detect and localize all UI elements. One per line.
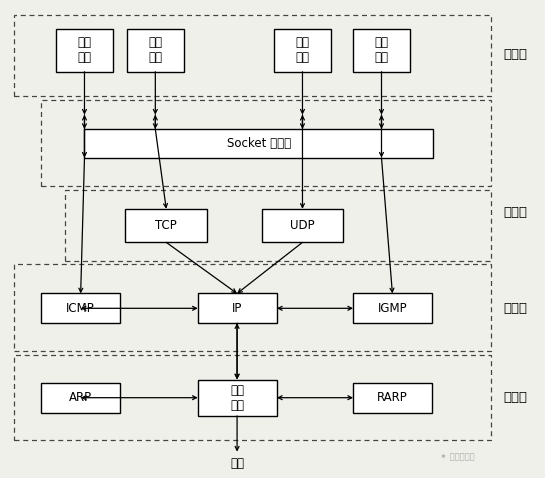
Bar <box>65 190 490 261</box>
Bar <box>14 264 490 351</box>
Text: ARP: ARP <box>69 391 92 404</box>
Text: IP: IP <box>232 302 243 315</box>
Text: ICMP: ICMP <box>66 302 95 315</box>
Bar <box>125 209 207 242</box>
Text: Socket 抽象层: Socket 抽象层 <box>227 137 291 150</box>
Bar <box>14 15 490 96</box>
Text: 用户
进程: 用户 进程 <box>374 36 389 64</box>
Text: IGMP: IGMP <box>378 302 407 315</box>
Text: TCP: TCP <box>155 219 177 232</box>
Bar <box>353 293 432 323</box>
Bar <box>198 293 276 323</box>
Text: ✶ 架构师之湖: ✶ 架构师之湖 <box>440 452 475 461</box>
Text: 用户
进程: 用户 进程 <box>148 36 162 64</box>
Bar <box>14 355 490 440</box>
Text: 网络层: 网络层 <box>503 302 527 315</box>
Text: 运输层: 运输层 <box>503 206 527 219</box>
Text: 用户
进程: 用户 进程 <box>295 36 310 64</box>
Bar <box>198 380 276 415</box>
Bar <box>353 29 410 72</box>
Bar <box>84 129 433 158</box>
Bar <box>126 29 184 72</box>
Text: RARP: RARP <box>377 391 408 404</box>
Text: 应用层: 应用层 <box>503 48 527 62</box>
Text: 硬件
接口: 硬件 接口 <box>230 384 244 412</box>
Bar <box>274 29 331 72</box>
Text: UDP: UDP <box>290 219 315 232</box>
Bar <box>353 383 432 413</box>
Bar <box>41 293 120 323</box>
Bar <box>41 383 120 413</box>
Text: 链路层: 链路层 <box>503 391 527 404</box>
Bar <box>56 29 113 72</box>
Bar <box>262 209 343 242</box>
Text: 用户
进程: 用户 进程 <box>77 36 92 64</box>
Bar <box>41 100 491 186</box>
Text: 媒体: 媒体 <box>230 457 244 470</box>
